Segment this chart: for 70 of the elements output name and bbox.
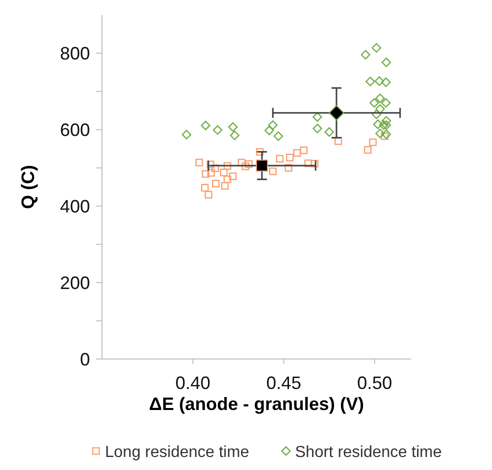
point	[201, 184, 209, 192]
point	[200, 120, 210, 130]
y-tick-label: 0	[80, 349, 90, 370]
y-tick-label: 400	[60, 196, 90, 216]
point	[274, 131, 284, 141]
point	[230, 130, 240, 140]
point	[229, 172, 237, 180]
point	[269, 168, 277, 176]
point	[364, 146, 372, 154]
point	[264, 126, 274, 136]
y-tick-label: 200	[60, 272, 90, 293]
point	[380, 132, 388, 140]
point	[206, 160, 214, 168]
point	[366, 76, 376, 86]
y-tick-label: 600	[60, 120, 90, 140]
point	[381, 98, 391, 108]
point	[212, 125, 222, 135]
point	[328, 105, 344, 120]
point	[182, 130, 192, 140]
legend-label: Short residence time	[295, 444, 442, 461]
point	[374, 76, 384, 86]
point	[242, 162, 250, 170]
point	[382, 116, 392, 126]
point	[370, 98, 380, 108]
y-tick-label: 800	[60, 44, 90, 64]
point	[312, 124, 322, 134]
point	[369, 138, 377, 146]
point	[256, 148, 264, 156]
point	[293, 149, 301, 157]
point	[375, 128, 385, 138]
point	[268, 120, 278, 130]
point	[276, 154, 284, 163]
point	[211, 164, 220, 172]
y-axis-title: Q (C)	[18, 165, 38, 209]
point	[312, 112, 322, 122]
point	[212, 180, 220, 188]
point	[202, 170, 210, 178]
point	[381, 78, 391, 88]
point	[375, 94, 385, 104]
point	[360, 50, 370, 60]
point	[300, 146, 308, 154]
point	[378, 120, 388, 130]
legend-label: Long residence time	[105, 444, 250, 461]
point	[382, 129, 392, 140]
point	[224, 162, 232, 170]
point	[372, 110, 382, 120]
point	[228, 122, 238, 132]
point	[245, 160, 253, 168]
point	[195, 158, 204, 166]
point	[284, 164, 292, 172]
point	[304, 160, 312, 168]
point	[204, 190, 212, 198]
point	[373, 120, 383, 130]
point	[324, 127, 334, 137]
point	[207, 169, 215, 177]
point	[256, 160, 268, 172]
point	[220, 168, 228, 176]
point	[286, 154, 294, 162]
x-tick-label: 0.45	[266, 373, 302, 393]
point	[382, 120, 392, 130]
point	[238, 158, 246, 166]
point	[372, 43, 382, 53]
point	[221, 182, 229, 190]
point	[382, 58, 392, 68]
point	[310, 160, 318, 168]
point	[224, 176, 232, 184]
x-axis-title: ΔE (anode - granules) (V)	[149, 394, 364, 414]
x-tick-label: 0.50	[357, 373, 392, 393]
x-tick-label: 0.40	[175, 373, 210, 393]
point	[375, 104, 385, 114]
